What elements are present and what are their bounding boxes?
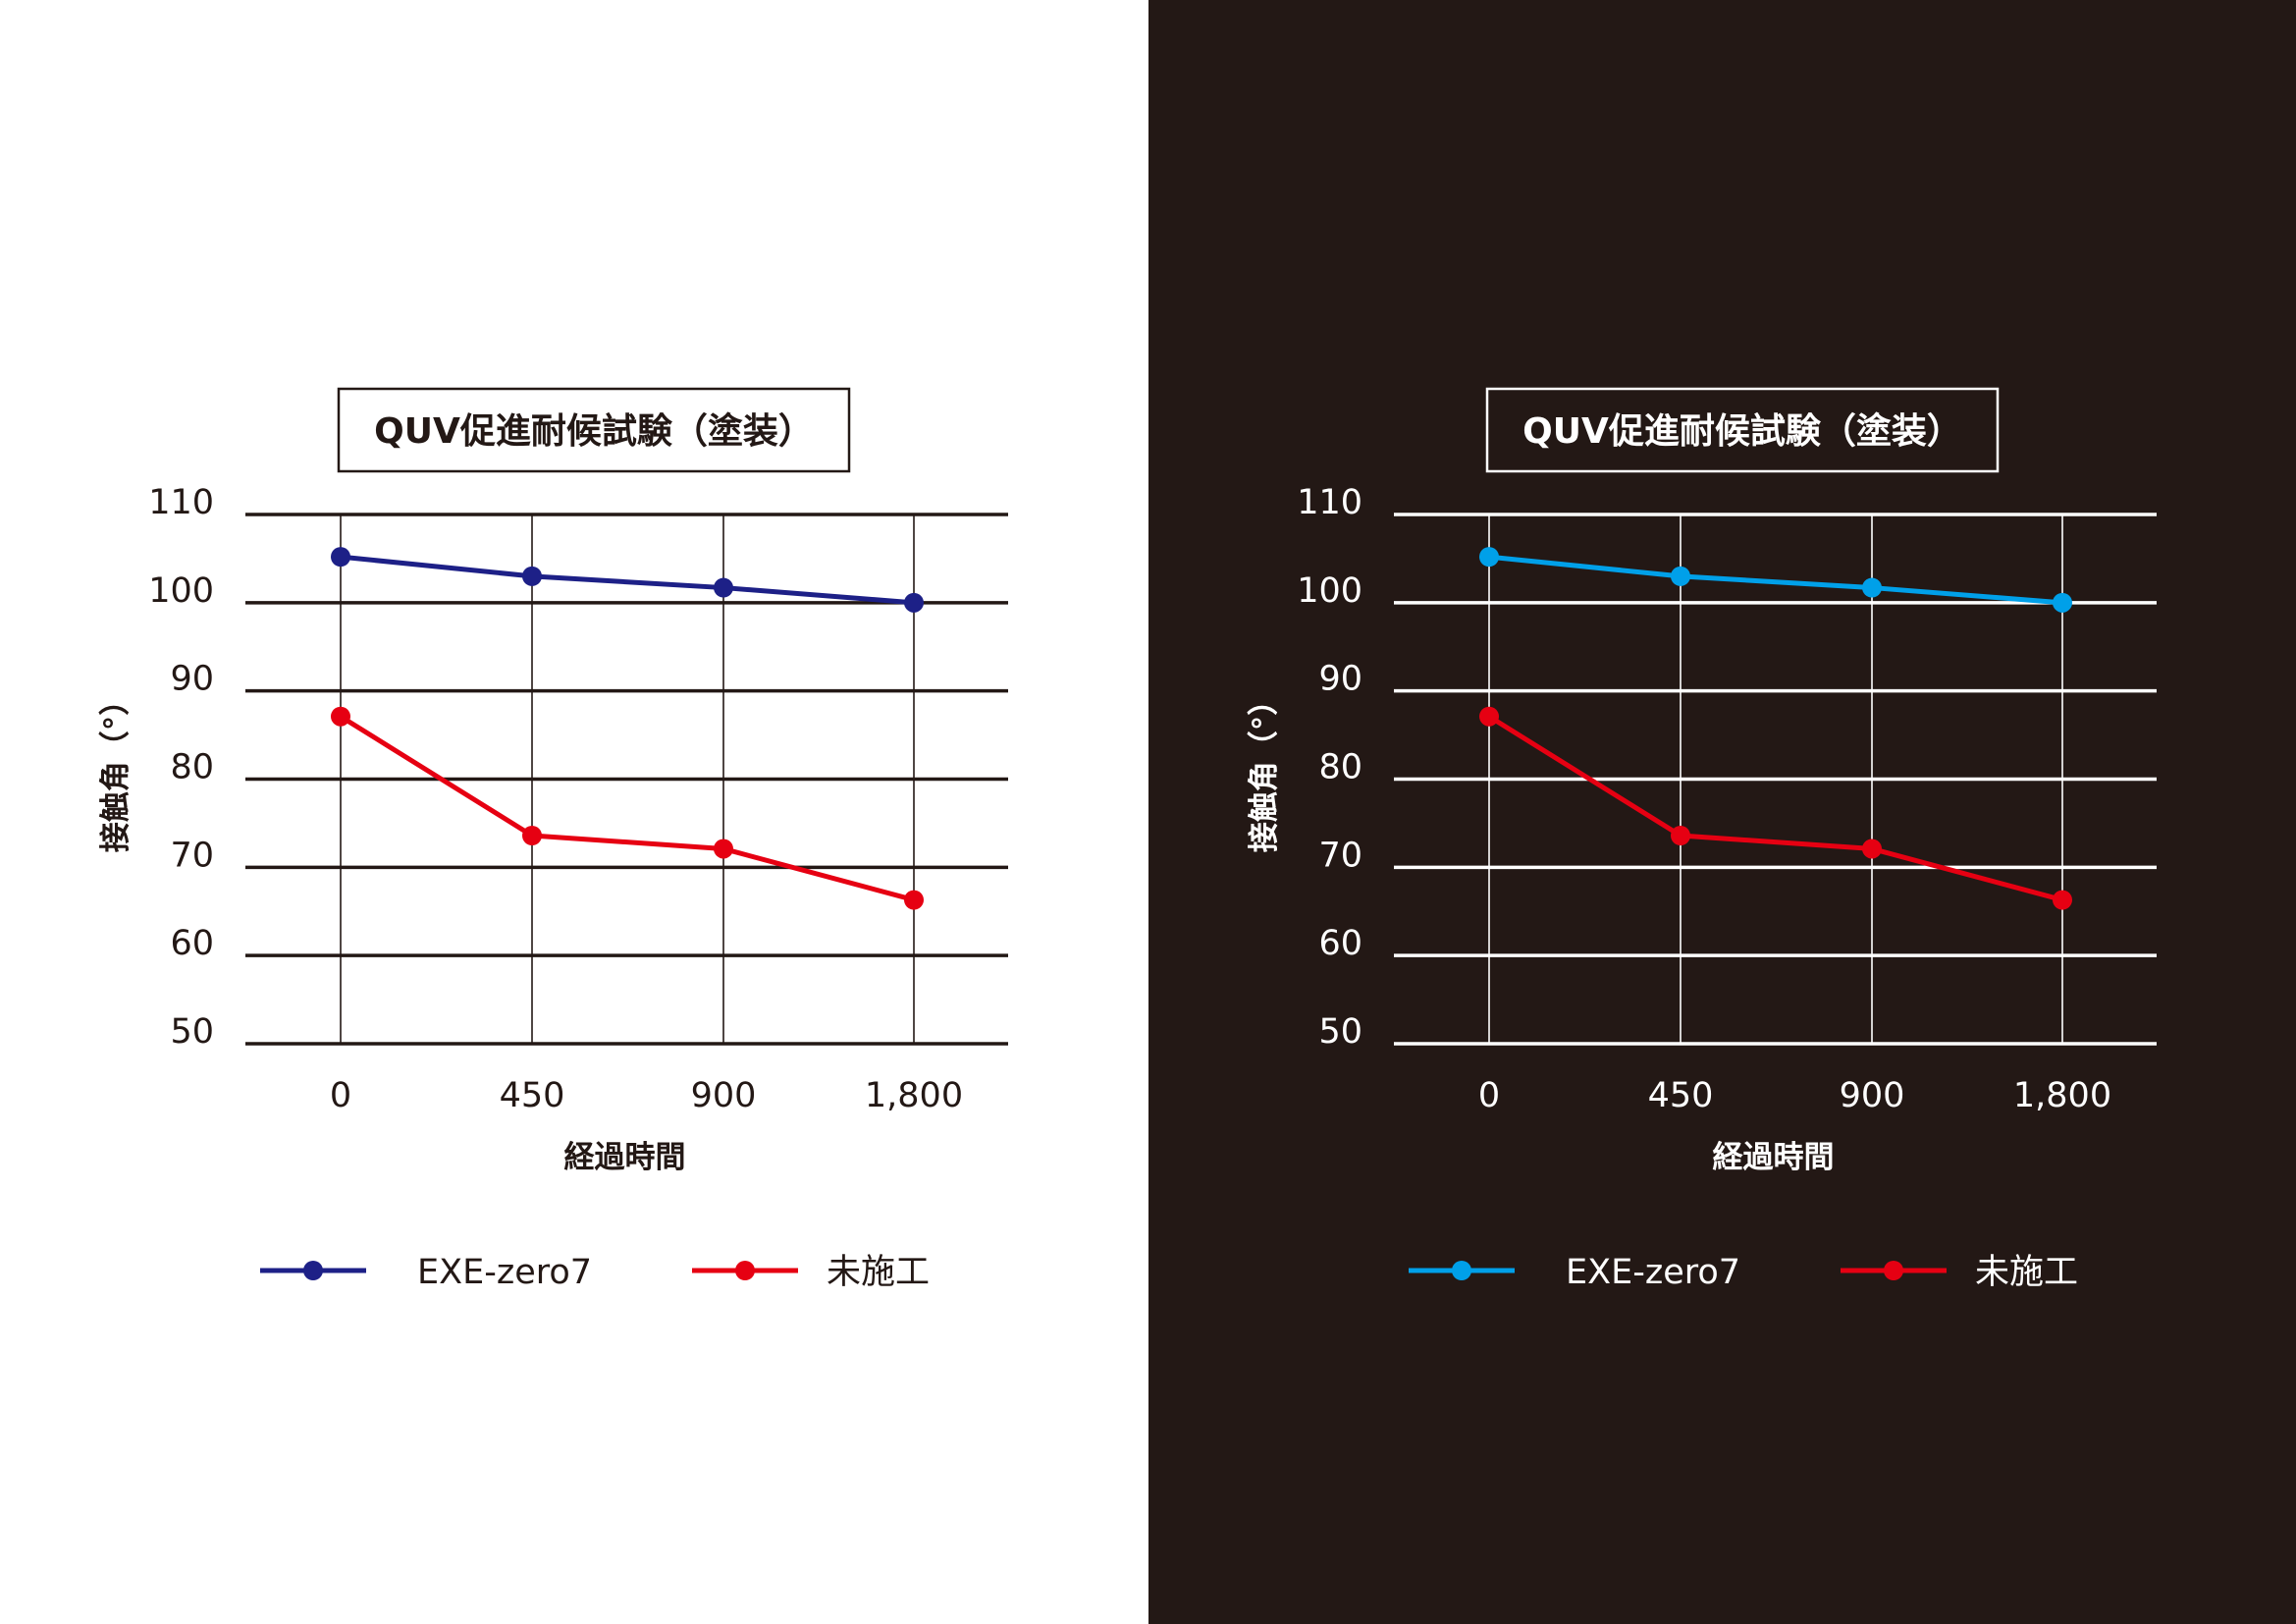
y-tick-label: 70 [1318, 836, 1362, 875]
chart-dark: QUV促進耐候試験（塗装） 50 60 70 80 90 100 110 0 450 900 1,80… [1247, 387, 2157, 1292]
chart-title: QUV促進耐候試験（塗装） [374, 410, 814, 452]
y-tick-label: 80 [1318, 748, 1362, 787]
data-point-1 [1478, 547, 1499, 568]
y-tick-label: 60 [170, 924, 214, 963]
data-point-2 [1670, 825, 1690, 845]
y-tick-label: 110 [1297, 483, 1362, 522]
data-point-1 [522, 566, 542, 586]
data-point-2 [2052, 890, 2072, 910]
x-tick-label: 0 [330, 1076, 351, 1115]
data-point-2 [904, 890, 924, 910]
legend-marker [735, 1261, 755, 1280]
y-tick-label: 60 [1318, 924, 1362, 963]
y-axis-label: 接触角（°） [1247, 685, 1282, 853]
chart-title-box [337, 387, 851, 473]
y-tick-label: 50 [170, 1012, 214, 1052]
series-line-1 [1488, 554, 2062, 606]
y-tick-label: 100 [148, 571, 214, 611]
x-tick-label: 1,800 [2012, 1076, 2110, 1115]
data-point-2 [1478, 706, 1499, 727]
x-axis-label: 経過時間 [564, 1140, 686, 1175]
data-point-2 [331, 706, 350, 727]
light-chart-panel: QUV促進耐候試験（塗装） 50 60 70 80 90 100 110 0 450 900 1,80… [98, 387, 1008, 1292]
data-point-1 [1861, 577, 1882, 598]
data-point-2 [1861, 839, 1882, 859]
data-point-1 [714, 577, 733, 598]
x-axis-label: 経過時間 [1712, 1140, 1834, 1175]
data-point-2 [522, 825, 542, 845]
y-tick-label: 50 [1318, 1012, 1362, 1052]
dark-chart-panel: QUV促進耐候試験（塗装） 50 60 70 80 90 100 110 0 450 900 1,80… [1148, 0, 2296, 1624]
x-tick-label: 450 [1647, 1076, 1713, 1115]
x-tick-label: 900 [691, 1076, 757, 1115]
legend-marker [303, 1261, 323, 1280]
x-tick-label: 900 [1839, 1076, 1904, 1115]
legend-marker [1883, 1261, 1903, 1280]
x-tick-label: 0 [1477, 1076, 1499, 1115]
legend-label: EXE-zero7 [417, 1253, 592, 1292]
series-line-2 [1487, 714, 2063, 902]
y-tick-label: 80 [170, 748, 214, 787]
chart-title: QUV促進耐候試験（塗装） [1522, 410, 1962, 452]
data-point-1 [1670, 566, 1690, 586]
legend-label: 未施工 [827, 1253, 930, 1292]
y-tick-label: 110 [148, 483, 214, 522]
legend-marker [1451, 1261, 1471, 1280]
data-point-1 [331, 547, 350, 568]
data-point-2 [714, 839, 733, 859]
series-line-2 [339, 714, 915, 902]
data-point-1 [2052, 592, 2072, 613]
series-line-1 [340, 554, 915, 606]
y-tick-label: 90 [170, 660, 214, 699]
x-tick-label: 450 [500, 1076, 565, 1115]
legend-label: EXE-zero7 [1566, 1253, 1740, 1292]
y-axis-label: 接触角（°） [98, 685, 133, 853]
chart-title-box [1485, 387, 1999, 473]
legend-label: 未施工 [1975, 1253, 2078, 1292]
y-tick-label: 90 [1318, 660, 1362, 699]
x-tick-label: 1,800 [865, 1076, 963, 1115]
y-tick-label: 70 [170, 836, 214, 875]
chart-light: QUV促進耐候試験（塗装） 50 60 70 80 90 100 110 0 450 900 1,80… [98, 387, 1008, 1292]
data-point-1 [904, 592, 924, 613]
y-tick-label: 100 [1297, 571, 1362, 611]
